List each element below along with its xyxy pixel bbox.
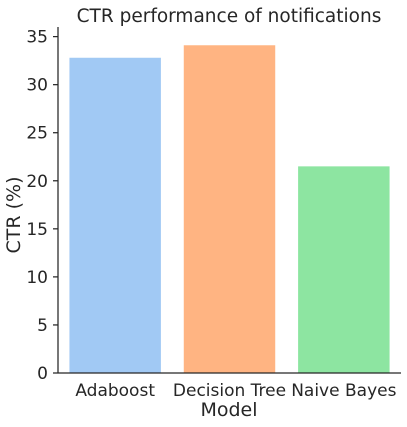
y-axis-ticks: 0 5 10 15 20 25 30 35 [26, 28, 58, 384]
y-tick-label: 10 [26, 268, 48, 288]
y-tick-label: 35 [26, 28, 48, 48]
bars-group [69, 45, 390, 374]
x-axis-ticks: Adaboost Decision Tree Naive Bayes [75, 381, 396, 401]
y-axis-label: CTR (%) [3, 177, 25, 254]
y-tick-label: 15 [26, 220, 48, 240]
chart-title: CTR performance of notifications [77, 6, 382, 27]
y-tick-label: 5 [37, 316, 48, 336]
y-tick-label: 0 [37, 364, 48, 384]
y-tick-label: 20 [26, 172, 48, 192]
x-tick-label: Naive Bayes [291, 381, 396, 401]
bar-decision-tree [183, 45, 276, 374]
x-tick-label: Adaboost [75, 381, 155, 401]
bar-naive-bayes [298, 166, 390, 373]
x-tick-label: Decision Tree [173, 381, 286, 401]
y-tick-label: 30 [26, 76, 48, 96]
y-tick-label: 25 [26, 124, 48, 144]
x-axis-label: Model [200, 399, 257, 421]
bar-adaboost [69, 57, 161, 373]
